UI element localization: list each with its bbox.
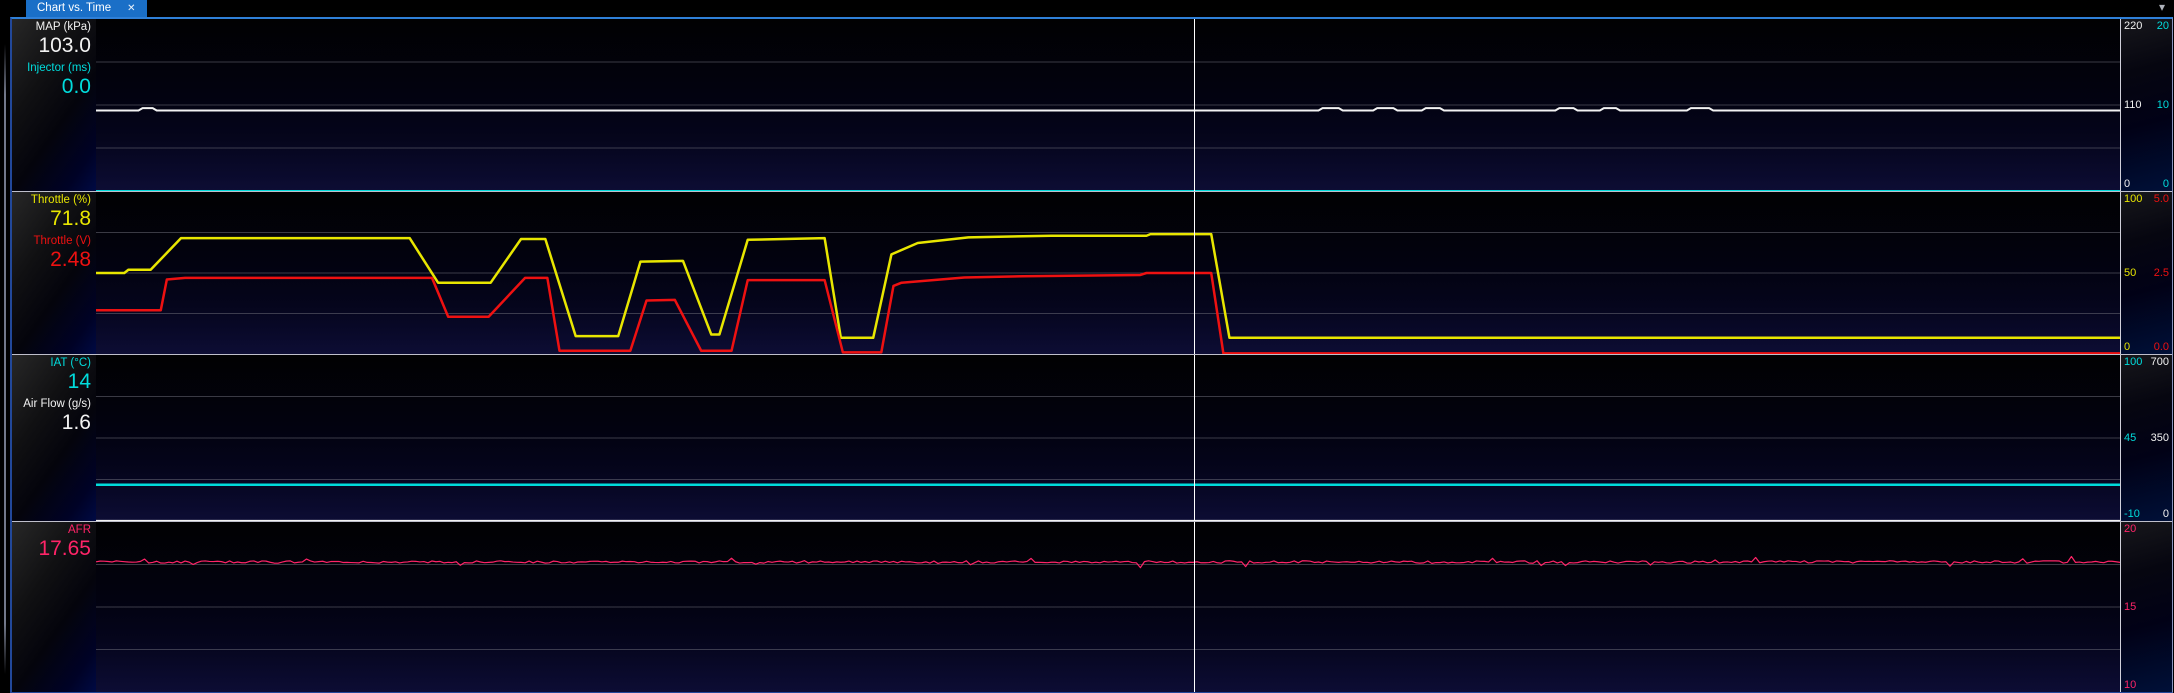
trace-throttle bbox=[96, 234, 2120, 338]
trace-afr bbox=[96, 556, 2120, 567]
readout-value: 17.65 bbox=[38, 537, 91, 560]
panel-readouts: IAT (°C) 14 Air Flow (g/s) 1.6 bbox=[12, 355, 96, 521]
readout-value: 1.6 bbox=[61, 411, 91, 434]
time-cursor[interactable] bbox=[1194, 19, 1196, 191]
axis-tick: 2.5 bbox=[2153, 267, 2169, 279]
plot-area[interactable] bbox=[96, 355, 2120, 521]
chart-canvas bbox=[96, 522, 2120, 692]
plot-area[interactable] bbox=[96, 19, 2120, 191]
trace-map-kpa bbox=[96, 108, 2120, 110]
panel-readouts: Throttle (%) 71.8 Throttle (V) 2.48 bbox=[12, 192, 96, 354]
axis-tick: 220 bbox=[2124, 20, 2143, 32]
axis-tick: 100 bbox=[2124, 356, 2143, 368]
axis-tick: 0 bbox=[2124, 341, 2131, 353]
chart-panel: IAT (°C) 14 Air Flow (g/s) 1.6 100 45 -10 700 3… bbox=[12, 355, 2172, 522]
axis-tick: 700 bbox=[2150, 356, 2169, 368]
chart-panel: AFR 17.65 20 15 10 bbox=[12, 522, 2172, 692]
trace-throttle-v bbox=[96, 273, 2120, 353]
readout-value: 103.0 bbox=[38, 34, 91, 57]
axis-tick: 350 bbox=[2150, 432, 2169, 444]
chart-container: MAP (kPa) 103.0 Injector (ms) 0.0 220 110 0 20… bbox=[10, 17, 2173, 693]
readout-value: 71.8 bbox=[50, 207, 91, 230]
window-left-border bbox=[4, 44, 6, 674]
axis-tick: 10 bbox=[2124, 679, 2137, 691]
panel-readouts: AFR 17.65 bbox=[12, 522, 96, 692]
axis-tick: -10 bbox=[2124, 508, 2140, 520]
tab-bar: Chart vs. Time ✕ ▾ bbox=[0, 0, 2174, 17]
time-cursor[interactable] bbox=[1194, 192, 1196, 354]
tab-chart-vs-time[interactable]: Chart vs. Time ✕ bbox=[26, 0, 147, 17]
chart-panels: MAP (kPa) 103.0 Injector (ms) 0.0 220 110 0 20… bbox=[12, 19, 2172, 692]
readout-value: 0.0 bbox=[61, 75, 91, 98]
axis-labels: 100 50 0 5.0 2.5 0.0 bbox=[2120, 192, 2172, 354]
chart-panel: Throttle (%) 71.8 Throttle (V) 2.48 100 50 0 5… bbox=[12, 192, 2172, 355]
axis-tick: 20 bbox=[2124, 523, 2137, 535]
tab-label: Chart vs. Time bbox=[37, 2, 112, 14]
close-icon[interactable]: ✕ bbox=[127, 3, 136, 14]
axis-tick: 110 bbox=[2124, 99, 2142, 111]
chart-canvas bbox=[96, 355, 2120, 521]
axis-tick: 0 bbox=[2162, 178, 2169, 190]
readout-label: MAP (kPa) bbox=[35, 21, 91, 33]
axis-tick: 0 bbox=[2162, 508, 2169, 520]
readout-value: 14 bbox=[67, 370, 91, 393]
axis-labels: 20 15 10 bbox=[2120, 522, 2172, 692]
axis-labels: 220 110 0 20 10 0 bbox=[2120, 19, 2172, 191]
readout-label: Throttle (V) bbox=[33, 235, 91, 247]
chart-canvas bbox=[96, 19, 2120, 191]
chevron-down-icon[interactable]: ▾ bbox=[2158, 0, 2165, 14]
time-cursor[interactable] bbox=[1194, 522, 1196, 692]
axis-tick: 10 bbox=[2156, 99, 2169, 111]
axis-tick: 100 bbox=[2124, 193, 2143, 205]
plot-area[interactable] bbox=[96, 522, 2120, 692]
axis-labels: 100 45 -10 700 350 0 bbox=[2120, 355, 2172, 521]
axis-tick: 0 bbox=[2124, 178, 2131, 190]
readout-label: Throttle (%) bbox=[30, 194, 91, 206]
time-cursor[interactable] bbox=[1194, 355, 1196, 521]
axis-tick: 0.0 bbox=[2153, 341, 2169, 353]
chart-panel: MAP (kPa) 103.0 Injector (ms) 0.0 220 110 0 20… bbox=[12, 19, 2172, 192]
readout-label: IAT (°C) bbox=[50, 357, 91, 369]
readout-label: Air Flow (g/s) bbox=[23, 398, 91, 410]
chart-canvas bbox=[96, 192, 2120, 354]
axis-tick: 20 bbox=[2156, 20, 2169, 32]
axis-tick: 15 bbox=[2124, 601, 2137, 613]
axis-tick: 45 bbox=[2124, 432, 2137, 444]
panel-readouts: MAP (kPa) 103.0 Injector (ms) 0.0 bbox=[12, 19, 96, 191]
readout-label: AFR bbox=[68, 524, 91, 536]
readout-value: 2.48 bbox=[50, 248, 91, 271]
plot-area[interactable] bbox=[96, 192, 2120, 354]
axis-tick: 5.0 bbox=[2153, 193, 2169, 205]
readout-label: Injector (ms) bbox=[27, 62, 91, 74]
axis-tick: 50 bbox=[2124, 267, 2137, 279]
